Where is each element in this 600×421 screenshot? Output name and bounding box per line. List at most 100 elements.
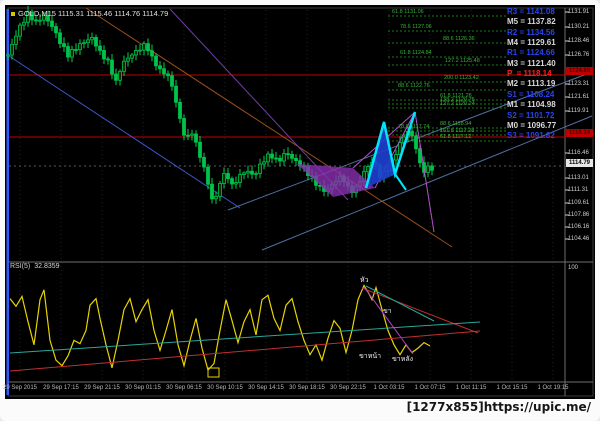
candle-body [54,26,58,34]
candle-body [274,157,278,160]
rsi-indicator-label: RSI(5) 32.8359 [10,263,60,270]
candle-body [278,157,282,162]
candle-body [10,43,14,56]
watermark-text: [1277x855]https://upic.me/ [406,400,591,414]
price-tick-label: 1107.86 [568,212,590,218]
candle-body [254,173,258,175]
candle-body [26,11,30,23]
fib-level-label: 127.2 1120.24 [440,101,475,107]
annotation-front-leg: ขาหน้า [359,352,382,360]
candle-body [66,46,70,58]
candle-body [138,49,142,52]
pattern-drawing [394,173,407,191]
pattern-drawing [297,164,353,197]
candle-body [258,163,262,174]
candle-body [178,101,182,119]
candle-body [22,21,26,26]
candle-body [266,153,270,163]
trendline [227,71,593,211]
price-tick-label: 1121.61 [568,94,590,100]
time-tick-label: 1 Oct 19:15 [537,385,569,391]
fib-level-label: 161.8 1117.28 [440,128,475,134]
pivot-row: P = 1118.14 [507,69,552,79]
time-tick-label: 1 Oct 03:15 [373,385,405,391]
price-tick-label: 1106.16 [568,224,590,230]
candle-body [6,54,10,57]
time-tick-label: 1 Oct 11:15 [455,385,487,391]
candle-body [282,153,286,162]
price-tick-label: 1104.46 [568,236,590,242]
main-chart-area[interactable] [9,8,565,262]
candle-body [286,153,290,155]
fib-level-label: 88.6 1122.76 [398,83,430,89]
candle-body [262,161,266,165]
price-tick-label: 1128.46 [568,38,590,44]
pivot-row: M1 = 1104.98 [507,100,556,110]
time-tick-label: 1 Oct 07:15 [414,385,446,391]
price-tick-label: 1123.31 [568,81,590,87]
time-tick-label: 29 Sep 2015 [2,385,38,391]
time-tick-label: 30 Sep 10:15 [207,385,243,391]
candle-body [190,133,194,136]
rsi-scale-top: 100 [568,265,579,271]
rsi-drawing [207,367,220,378]
rsi-drawing [365,285,435,322]
time-tick-label: 30 Sep 18:15 [289,385,325,391]
ohlc-values: 1115.31 1115.46 1114.76 1114.79 [58,9,169,18]
fib-level-label: 61.8 1117.12 [440,134,472,140]
candle-body [34,19,38,22]
symbol-label: GOLD,M15 [18,9,56,18]
pivot-row: M3 = 1121.40 [507,58,556,68]
candle-body [414,135,418,150]
time-tick-label: 29 Sep 17:15 [43,385,79,391]
candle-body [186,134,190,137]
candle-body [194,133,198,143]
price-tick-label: 1109.61 [568,200,590,206]
candle-body [210,183,214,200]
candle-body [162,68,166,75]
price-tick-label: 1113.01 [568,175,589,181]
pivot-row: S2 = 1101.72 [507,110,555,120]
watermark-band: [1277x855]https://upic.me/ [5,399,595,416]
candle-body [214,195,218,200]
current-price-box: 1114.79 [566,159,593,167]
candle-body [42,14,46,21]
rsi-value: 32.8359 [34,263,60,270]
candle-body [270,153,274,159]
candle-body [70,49,74,58]
candle-body [146,43,150,52]
fib-level-label: 78.6 1127.06 [400,24,432,30]
candle-body [114,73,118,81]
candle-body [290,154,294,159]
pattern-drawing [364,111,417,189]
candle-body [74,49,78,51]
candle-body [234,182,238,185]
candle-body [206,166,210,185]
candle-body [142,43,146,51]
red-level-price-box: 1118.14 [566,129,593,137]
trendline [261,115,593,251]
candle-body [426,165,430,173]
pivot-row: M2 = 1113.19 [507,79,556,89]
rsi-drawing [361,287,479,334]
fib-level-label: 88.6 1126.36 [443,36,475,42]
candle-body [102,50,106,60]
candle-body [430,165,434,171]
price-tick-label: 1119.91 [568,108,589,114]
candle-body [62,43,66,47]
fib-level-label: 61.8 1131.06 [392,9,424,15]
candle-body [226,173,230,180]
candle-body [154,55,158,67]
candle-body [30,11,34,21]
rsi-indicator-area[interactable] [9,263,565,381]
price-tick-label: 1111.31 [568,187,589,193]
candle-body [134,50,138,56]
candle-body [126,57,130,62]
price-tick-label: 1131.91 [568,9,590,15]
fib-level-label: 88.6 1118.94 [440,121,472,127]
candle-body [118,70,122,81]
trendline [8,55,241,209]
time-tick-label: 29 Sep 21:15 [84,385,120,391]
candle-body [158,65,162,70]
